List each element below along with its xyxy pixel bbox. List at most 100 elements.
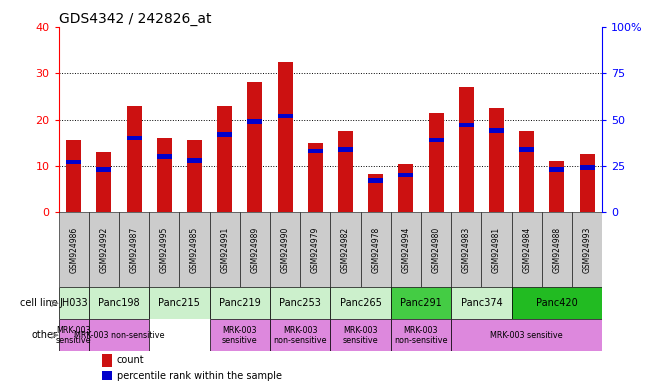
Text: count: count	[117, 356, 145, 366]
Text: GSM924987: GSM924987	[130, 227, 139, 273]
Bar	[187, 141, 202, 212]
Bar	[489, 108, 504, 212]
Text: Panc198: Panc198	[98, 298, 140, 308]
Bar	[187, 158, 202, 163]
Bar	[102, 371, 112, 382]
Text: GSM924989: GSM924989	[251, 227, 259, 273]
Bar	[66, 160, 81, 164]
Bar	[428, 137, 443, 142]
Bar	[300, 212, 330, 288]
Bar	[180, 212, 210, 288]
Text: cell line: cell line	[20, 298, 58, 308]
Bar	[89, 212, 119, 288]
Bar	[157, 154, 172, 159]
Bar	[66, 141, 81, 212]
Bar	[217, 106, 232, 212]
Bar	[96, 167, 111, 172]
Bar	[549, 161, 564, 212]
Bar	[89, 288, 149, 319]
Text: Panc374: Panc374	[460, 298, 503, 308]
Bar	[89, 319, 149, 351]
Bar	[549, 167, 564, 172]
Text: MRK-003
non-sensitive: MRK-003 non-sensitive	[273, 326, 327, 345]
Text: GSM924984: GSM924984	[522, 227, 531, 273]
Bar	[519, 147, 534, 152]
Bar	[331, 319, 391, 351]
Text: GSM924986: GSM924986	[69, 227, 78, 273]
Bar	[572, 212, 602, 288]
Bar	[421, 212, 451, 288]
Text: Panc291: Panc291	[400, 298, 442, 308]
Bar	[59, 212, 89, 288]
Text: GSM924980: GSM924980	[432, 227, 441, 273]
Bar	[210, 288, 270, 319]
Text: MRK-003
non-sensitive: MRK-003 non-sensitive	[395, 326, 448, 345]
Text: GSM924979: GSM924979	[311, 227, 320, 273]
Text: GSM924993: GSM924993	[583, 227, 592, 273]
Bar	[331, 288, 391, 319]
Bar	[149, 288, 210, 319]
Bar	[542, 212, 572, 288]
Text: GSM924995: GSM924995	[159, 227, 169, 273]
Text: Panc253: Panc253	[279, 298, 321, 308]
Bar	[579, 154, 594, 212]
Bar	[126, 136, 142, 141]
Bar	[451, 212, 481, 288]
Bar	[451, 319, 602, 351]
Bar	[459, 123, 474, 127]
Text: MRK-003
sensitive: MRK-003 sensitive	[56, 326, 92, 345]
Bar	[247, 119, 262, 124]
Bar	[398, 173, 413, 177]
Bar	[428, 113, 443, 212]
Bar	[459, 87, 474, 212]
Bar	[368, 174, 383, 212]
Bar	[210, 319, 270, 351]
Bar	[512, 212, 542, 288]
Bar	[391, 319, 451, 351]
Text: MRK-003 non-sensitive: MRK-003 non-sensitive	[74, 331, 164, 340]
Text: GSM924978: GSM924978	[371, 227, 380, 273]
Bar	[270, 288, 330, 319]
Text: GSM924981: GSM924981	[492, 227, 501, 273]
Bar	[277, 114, 293, 118]
Bar	[451, 288, 512, 319]
Text: GSM924982: GSM924982	[341, 227, 350, 273]
Bar	[391, 212, 421, 288]
Bar	[270, 212, 300, 288]
Bar	[270, 319, 330, 351]
Bar	[126, 106, 142, 212]
Text: GSM924988: GSM924988	[553, 227, 561, 273]
Bar	[247, 83, 262, 212]
Bar	[512, 288, 602, 319]
Bar	[277, 61, 293, 212]
Text: GSM924985: GSM924985	[190, 227, 199, 273]
Text: percentile rank within the sample: percentile rank within the sample	[117, 371, 282, 381]
Bar	[157, 138, 172, 212]
Bar	[308, 149, 323, 153]
Text: GSM924994: GSM924994	[402, 227, 410, 273]
Bar	[210, 212, 240, 288]
Bar	[391, 288, 451, 319]
Bar	[102, 354, 112, 367]
Bar	[361, 212, 391, 288]
Bar	[149, 212, 180, 288]
Text: MRK-003 sensitive: MRK-003 sensitive	[490, 331, 563, 340]
Bar	[308, 143, 323, 212]
Text: Panc219: Panc219	[219, 298, 260, 308]
Bar	[217, 132, 232, 137]
Bar	[398, 164, 413, 212]
Text: other: other	[32, 330, 58, 340]
Text: GSM924992: GSM924992	[100, 227, 108, 273]
Bar	[119, 212, 149, 288]
Bar	[338, 147, 353, 152]
Text: Panc215: Panc215	[158, 298, 201, 308]
Text: Panc265: Panc265	[340, 298, 381, 308]
Text: MRK-003
sensitive: MRK-003 sensitive	[343, 326, 378, 345]
Bar	[481, 212, 512, 288]
Text: GSM924983: GSM924983	[462, 227, 471, 273]
Text: Panc420: Panc420	[536, 298, 577, 308]
Text: GSM924991: GSM924991	[220, 227, 229, 273]
Bar	[240, 212, 270, 288]
Bar	[59, 319, 89, 351]
Bar	[368, 179, 383, 183]
